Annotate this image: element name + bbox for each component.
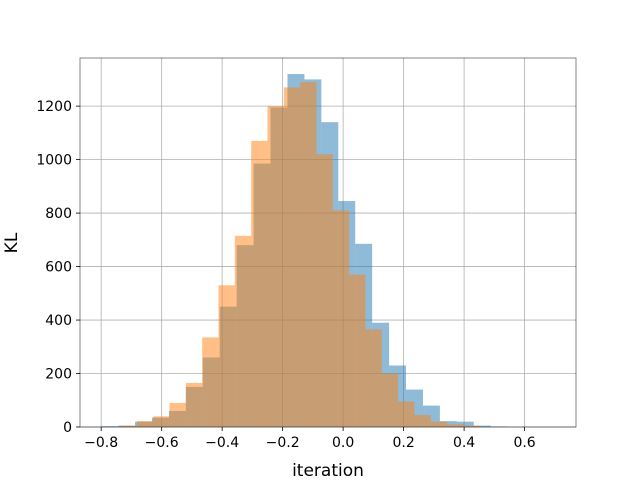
bar-series-0-bin-20	[439, 421, 457, 427]
bar-series-1-bin-6	[202, 337, 219, 427]
bar-series-1-bin-20	[430, 421, 448, 427]
x-tick-label-7: 0.6	[513, 435, 535, 451]
bar-series-1-bin-22	[463, 425, 480, 427]
bar-series-1-bin-3	[153, 416, 170, 427]
bar-series-0-bin-0	[101, 426, 119, 427]
bar-series-1-bin-1	[120, 425, 137, 427]
x-tick-label-2: −0.4	[205, 435, 239, 451]
x-tick-label-1: −0.6	[145, 435, 179, 451]
bar-series-1-bin-9	[251, 140, 268, 428]
plot-frame	[79, 57, 577, 428]
x-tick-label-4: 0.0	[332, 435, 354, 451]
x-tick-label-6: 0.4	[453, 435, 475, 451]
bar-series-1-bin-10	[267, 106, 284, 427]
bar-series-1-bin-16	[365, 329, 382, 427]
histogram-bars	[101, 74, 508, 428]
y-tick-label-0: 0	[63, 420, 72, 436]
y-tick-label-3: 600	[45, 260, 72, 276]
bar-series-1-bin-13	[316, 154, 333, 427]
x-tick-label-5: 0.2	[392, 435, 414, 451]
bar-series-1-bin-4	[169, 402, 186, 427]
bar-series-1-bin-15	[349, 274, 366, 427]
bar-series-1-bin-8	[234, 235, 252, 427]
bar-series-1-bin-18	[398, 401, 415, 427]
x-axis-ticks: −0.8 −0.6 −0.4 −0.2 0.0 0.2 0.4 0.6	[84, 427, 536, 451]
bar-series-1-bin-5	[185, 382, 203, 427]
bar-series-1-bin-17	[381, 373, 399, 427]
y-axis-ticks: 0 200 400 600 800 1000 1200	[36, 99, 80, 436]
x-tick-label-3: −0.2	[266, 435, 300, 451]
bar-series-1-bin-19	[414, 414, 431, 427]
bar-series-1-bin-14	[332, 210, 350, 427]
y-tick-label-2: 400	[45, 313, 72, 329]
y-axis-label: KL	[2, 232, 22, 253]
bar-series-1-bin-12	[300, 82, 317, 427]
x-tick-label-0: −0.8	[84, 435, 118, 451]
bar-series-1-bin-7	[218, 285, 235, 427]
y-tick-label-4: 800	[45, 206, 72, 222]
bar-series-0-bin-21	[456, 421, 474, 427]
bar-series-1-bin-2	[136, 421, 154, 427]
bar-series-0-bin-22	[473, 425, 491, 427]
x-axis-label: iteration	[292, 461, 364, 480]
y-tick-label-6: 1200	[36, 99, 72, 115]
y-tick-label-5: 1000	[36, 153, 72, 169]
bar-series-1-bin-11	[283, 87, 301, 428]
y-tick-label-1: 200	[45, 367, 72, 383]
bar-series-1-bin-21	[447, 424, 464, 427]
